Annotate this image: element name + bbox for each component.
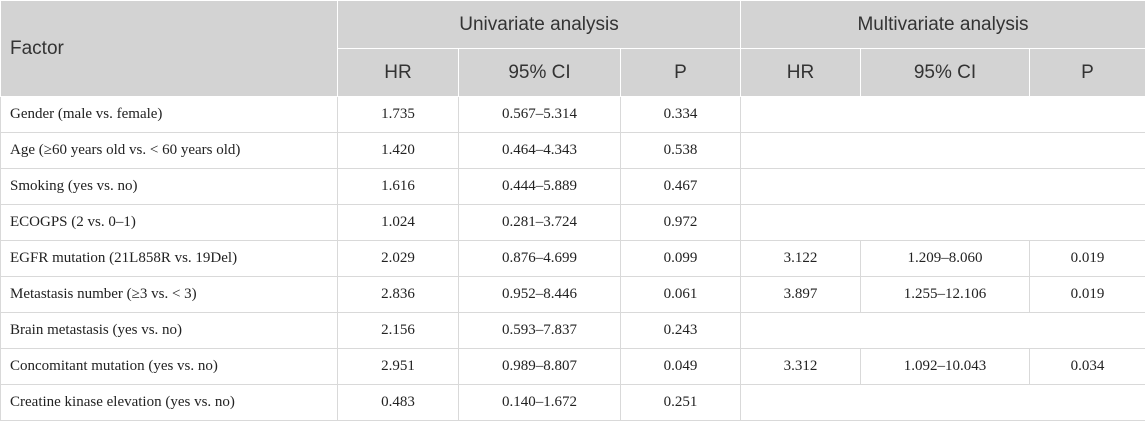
multivariate-p-cell: 0.019: [1029, 276, 1145, 313]
multivariate-empty-cell: [740, 132, 1145, 169]
row-factor: Concomitant mutation (yes vs. no): [0, 348, 338, 385]
table-row: ECOGPS (2 vs. 0–1) 1.024 0.281–3.724 0.9…: [0, 204, 1145, 241]
univariate-p-cell: 0.049: [619, 348, 742, 385]
multivariate-ci-cell: 1.209–8.060: [860, 240, 1031, 277]
table-row: Brain metastasis (yes vs. no) 2.156 0.59…: [0, 312, 1145, 349]
multivariate-empty-cell: [740, 96, 1145, 133]
table-row: EGFR mutation (21L858R vs. 19Del) 2.029 …: [0, 240, 1145, 277]
univariate-hr-cell: 2.951: [337, 348, 459, 385]
univariate-hr-cell: 2.029: [337, 240, 459, 277]
univariate-ci-cell: 0.876–4.699: [458, 240, 621, 277]
row-factor: ECOGPS (2 vs. 0–1): [0, 204, 338, 241]
multivariate-hr-cell: 3.897: [740, 276, 862, 313]
header-univariate-p: P: [619, 48, 742, 97]
multivariate-p-cell: 0.019: [1029, 240, 1145, 277]
multivariate-empty-cell: [740, 168, 1145, 205]
table-row: Smoking (yes vs. no) 1.616 0.444–5.889 0…: [0, 168, 1145, 205]
univariate-hr-cell: 1.735: [337, 96, 459, 133]
multivariate-empty-cell: [740, 312, 1145, 349]
univariate-ci-cell: 0.140–1.672: [458, 384, 621, 421]
multivariate-hr-cell: 3.312: [740, 348, 862, 385]
univariate-p-cell: 0.334: [619, 96, 742, 133]
univariate-p-cell: 0.251: [619, 384, 742, 421]
row-factor: Metastasis number (≥3 vs. < 3): [0, 276, 338, 313]
row-factor: Gender (male vs. female): [0, 96, 338, 133]
table-body: Gender (male vs. female) 1.735 0.567–5.3…: [0, 96, 1145, 421]
header-univariate-hr: HR: [337, 48, 459, 97]
header-multivariate: Multivariate analysis: [740, 0, 1145, 49]
row-factor: Smoking (yes vs. no): [0, 168, 338, 205]
header-univariate-ci: 95% CI: [458, 48, 621, 97]
multivariate-ci-cell: 1.255–12.106: [860, 276, 1031, 313]
header-factor: Factor: [0, 0, 338, 97]
univariate-hr-cell: 0.483: [337, 384, 459, 421]
multivariate-p-cell: 0.034: [1029, 348, 1145, 385]
table-row: Age (≥60 years old vs. < 60 years old) 1…: [0, 132, 1145, 169]
multivariate-empty-cell: [740, 384, 1145, 421]
row-factor: EGFR mutation (21L858R vs. 19Del): [0, 240, 338, 277]
table-row: Gender (male vs. female) 1.735 0.567–5.3…: [0, 96, 1145, 133]
table-row: Creatine kinase elevation (yes vs. no) 0…: [0, 384, 1145, 421]
univariate-ci-cell: 0.567–5.314: [458, 96, 621, 133]
row-factor: Creatine kinase elevation (yes vs. no): [0, 384, 338, 421]
univariate-p-cell: 0.243: [619, 312, 742, 349]
header-multivariate-hr: HR: [740, 48, 862, 97]
header-multivariate-ci: 95% CI: [860, 48, 1031, 97]
row-factor: Age (≥60 years old vs. < 60 years old): [0, 132, 338, 169]
univariate-ci-cell: 0.444–5.889: [458, 168, 621, 205]
univariate-p-cell: 0.467: [619, 168, 742, 205]
univariate-hr-cell: 1.420: [337, 132, 459, 169]
univariate-ci-cell: 0.989–8.807: [458, 348, 621, 385]
univariate-hr-cell: 2.156: [337, 312, 459, 349]
header-multivariate-p: P: [1029, 48, 1145, 97]
cox-regression-table: Factor Univariate analysis Multivariate …: [0, 0, 1145, 421]
univariate-hr-cell: 1.024: [337, 204, 459, 241]
multivariate-empty-cell: [740, 204, 1145, 241]
univariate-hr-cell: 2.836: [337, 276, 459, 313]
table-row: Metastasis number (≥3 vs. < 3) 2.836 0.9…: [0, 276, 1145, 313]
univariate-p-cell: 0.099: [619, 240, 742, 277]
multivariate-ci-cell: 1.092–10.043: [860, 348, 1031, 385]
univariate-p-cell: 0.972: [619, 204, 742, 241]
univariate-p-cell: 0.538: [619, 132, 742, 169]
row-factor: Brain metastasis (yes vs. no): [0, 312, 338, 349]
multivariate-hr-cell: 3.122: [740, 240, 862, 277]
univariate-ci-cell: 0.281–3.724: [458, 204, 621, 241]
univariate-ci-cell: 0.593–7.837: [458, 312, 621, 349]
univariate-ci-cell: 0.464–4.343: [458, 132, 621, 169]
univariate-hr-cell: 1.616: [337, 168, 459, 205]
table-header: Factor Univariate analysis Multivariate …: [0, 0, 1145, 97]
univariate-p-cell: 0.061: [619, 276, 742, 313]
table-row: Concomitant mutation (yes vs. no) 2.951 …: [0, 348, 1145, 385]
header-univariate: Univariate analysis: [336, 0, 742, 49]
univariate-ci-cell: 0.952–8.446: [458, 276, 621, 313]
